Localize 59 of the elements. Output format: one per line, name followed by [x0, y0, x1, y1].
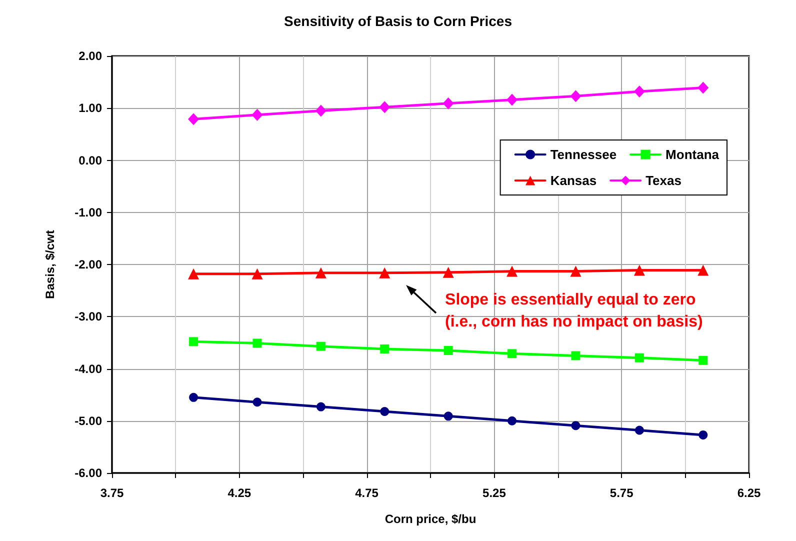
- point: [634, 264, 645, 276]
- annotation: Slope is essentially equal to zero (i.e., corn has no impact on basis): [445, 291, 703, 330]
- y-tick-label: 0.00: [78, 153, 102, 168]
- chart-title: Sensitivity of Basis to Corn Prices: [284, 13, 512, 29]
- point: [698, 82, 709, 94]
- point: [316, 402, 326, 412]
- point: [508, 349, 517, 358]
- point: [252, 268, 263, 280]
- legend-label: Montana: [666, 147, 720, 162]
- point: [252, 338, 262, 348]
- point: [698, 356, 708, 365]
- point: [698, 264, 709, 276]
- x-tick-label: 5.25: [482, 486, 506, 500]
- point: [571, 351, 580, 360]
- x-tick-label: 4.25: [228, 486, 252, 500]
- point: [315, 104, 326, 117]
- point: [380, 344, 390, 354]
- point: [634, 85, 645, 98]
- y-tick-label: -4.00: [74, 362, 102, 376]
- point: [316, 342, 326, 351]
- x-tick-label: 4.75: [355, 486, 379, 500]
- point: [571, 421, 580, 430]
- x-tick-label: 6.25: [737, 486, 761, 500]
- point: [188, 268, 200, 280]
- point: [188, 113, 200, 126]
- point: [189, 337, 198, 346]
- point: [634, 426, 644, 435]
- x-axis-title: Corn price, $/bu: [384, 512, 476, 526]
- point: [379, 267, 390, 278]
- point: [506, 266, 518, 277]
- point: [380, 406, 390, 416]
- y-tick-label: -1.00: [74, 205, 102, 220]
- point: [189, 392, 198, 402]
- point: [508, 416, 517, 426]
- point: [570, 266, 582, 277]
- legend-label: Tennessee: [550, 147, 617, 162]
- point: [252, 398, 262, 407]
- point: [506, 94, 518, 106]
- x-tick-label: 3.75: [100, 486, 124, 500]
- point: [442, 97, 454, 110]
- y-tick-label: -3.00: [74, 310, 102, 324]
- y-tick-label: -5.00: [74, 414, 102, 428]
- y-axis-title: Basis, $/cwt: [43, 230, 57, 299]
- point: [698, 430, 708, 440]
- y-tick-label: -2.00: [74, 258, 102, 272]
- point: [379, 101, 390, 114]
- y-tick-label: 2.00: [78, 49, 102, 63]
- point: [252, 108, 263, 121]
- point: [315, 267, 326, 278]
- point: [444, 412, 453, 421]
- x-tick-label: 5.75: [610, 486, 634, 500]
- legend-label: Texas: [646, 173, 682, 188]
- point: [444, 346, 453, 356]
- point: [442, 266, 454, 278]
- legend-label: Kansas: [550, 173, 597, 188]
- y-tick-label: 1.00: [78, 101, 102, 116]
- point: [634, 353, 644, 362]
- y-tick-label: -6.00: [74, 466, 102, 480]
- point: [570, 90, 582, 102]
